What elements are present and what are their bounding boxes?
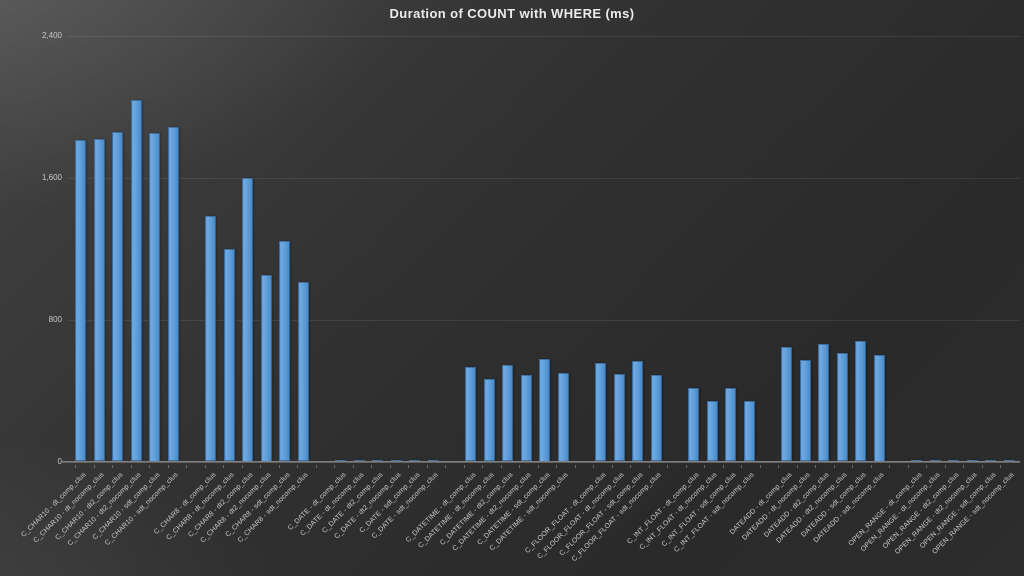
gridline <box>68 319 1020 321</box>
axis-tick <box>630 464 631 468</box>
axis-tick <box>741 464 742 468</box>
bar[interactable] <box>781 347 792 462</box>
axis-tick <box>963 464 964 468</box>
axis-tick <box>223 464 224 468</box>
bar[interactable] <box>130 100 142 462</box>
axis-tick <box>926 464 927 468</box>
axis-tick <box>759 464 761 468</box>
axis-tick <box>611 464 613 468</box>
axis-tick <box>297 464 298 468</box>
bar[interactable] <box>520 374 532 462</box>
axis-tick <box>1000 464 1001 468</box>
x-axis-line <box>62 460 1020 463</box>
y-axis-tick-label: 800 <box>48 314 62 324</box>
bar[interactable] <box>855 340 866 462</box>
axis-tick <box>93 464 95 468</box>
axis-tick <box>482 464 483 468</box>
bar[interactable] <box>223 249 235 462</box>
bar[interactable] <box>799 360 811 462</box>
axis-tick <box>408 464 409 468</box>
bar[interactable] <box>260 275 272 462</box>
bar[interactable] <box>93 139 105 462</box>
axis-tick <box>833 464 835 468</box>
axis-tick <box>574 464 576 468</box>
bar[interactable] <box>725 387 736 462</box>
axis-tick <box>593 464 594 468</box>
bar[interactable] <box>706 401 718 462</box>
bar[interactable] <box>818 344 829 462</box>
axis-tick <box>852 464 853 468</box>
bar[interactable] <box>112 132 123 462</box>
axis-tick <box>278 464 280 468</box>
axis-tick <box>426 464 428 468</box>
axis-tick <box>667 464 668 468</box>
axis-tick <box>519 464 520 468</box>
bar[interactable] <box>557 372 569 462</box>
axis-tick <box>537 464 539 468</box>
gridline <box>68 177 1020 179</box>
bar[interactable] <box>743 401 755 462</box>
axis-tick <box>241 464 243 468</box>
bar[interactable] <box>279 241 290 462</box>
y-axis-tick-label: 2,400 <box>41 30 62 40</box>
axis-tick <box>981 464 983 468</box>
axis-tick <box>500 464 502 468</box>
axis-tick <box>556 464 557 468</box>
axis-tick <box>389 464 391 468</box>
axis-tick <box>315 464 317 468</box>
axis-tick <box>907 464 909 468</box>
axis-tick <box>112 464 113 468</box>
axis-tick <box>186 464 187 468</box>
axis-tick <box>445 464 446 468</box>
axis-tick <box>334 464 335 468</box>
axis-tick <box>944 464 946 468</box>
axis-tick <box>889 464 890 468</box>
bar[interactable] <box>650 374 662 462</box>
axis-tick <box>130 464 132 468</box>
axis-tick <box>260 464 261 468</box>
axis-tick <box>648 464 650 468</box>
axis-tick <box>204 464 206 468</box>
bar[interactable] <box>613 373 625 462</box>
bar[interactable] <box>632 361 643 462</box>
bar[interactable] <box>465 366 476 462</box>
bar[interactable] <box>75 140 86 462</box>
bar[interactable] <box>595 362 606 462</box>
axis-tick <box>704 464 705 468</box>
axis-tick <box>685 464 687 468</box>
x-axis-label-text: C_INT_FLOAT - sdt_comp_clus <box>660 471 738 549</box>
axis-tick <box>352 464 354 468</box>
axis-tick <box>870 464 872 468</box>
bar[interactable] <box>688 387 699 462</box>
axis-tick <box>722 464 724 468</box>
bar[interactable] <box>297 282 309 462</box>
y-axis-tick-label: 0 <box>57 456 62 466</box>
axis-tick <box>463 464 465 468</box>
bar[interactable] <box>873 355 885 462</box>
axis-tick <box>796 464 798 468</box>
axis-tick <box>371 464 372 468</box>
bar[interactable] <box>149 133 160 462</box>
bar[interactable] <box>242 177 253 462</box>
gridline <box>68 35 1020 37</box>
axis-tick <box>815 464 816 468</box>
axis-tick <box>778 464 779 468</box>
bar[interactable] <box>483 378 495 462</box>
chart-title: Duration of COUNT with WHERE (ms) <box>389 6 635 21</box>
bar[interactable] <box>836 353 848 462</box>
axis-tick <box>167 464 169 468</box>
x-axis-label-text: C_CHAR10 - dt_comp_clus <box>19 471 88 539</box>
bar[interactable] <box>539 359 550 462</box>
bar[interactable] <box>205 215 216 462</box>
y-axis-tick-label: 1,600 <box>41 172 62 182</box>
axis-tick <box>149 464 150 468</box>
bar[interactable] <box>502 364 513 462</box>
bar[interactable] <box>167 126 179 462</box>
axis-tick <box>75 464 76 468</box>
